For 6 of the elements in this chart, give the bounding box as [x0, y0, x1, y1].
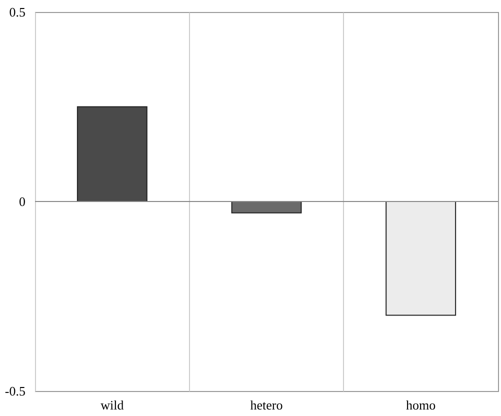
y-tick-label: -0.5: [4, 384, 26, 398]
x-tick-label: wild: [100, 398, 124, 412]
x-tick-label: hetero: [250, 398, 283, 412]
y-tick-label: 0.5: [9, 4, 26, 20]
x-tick-label: homo: [406, 398, 436, 412]
y-tick-label: 0: [19, 194, 26, 209]
